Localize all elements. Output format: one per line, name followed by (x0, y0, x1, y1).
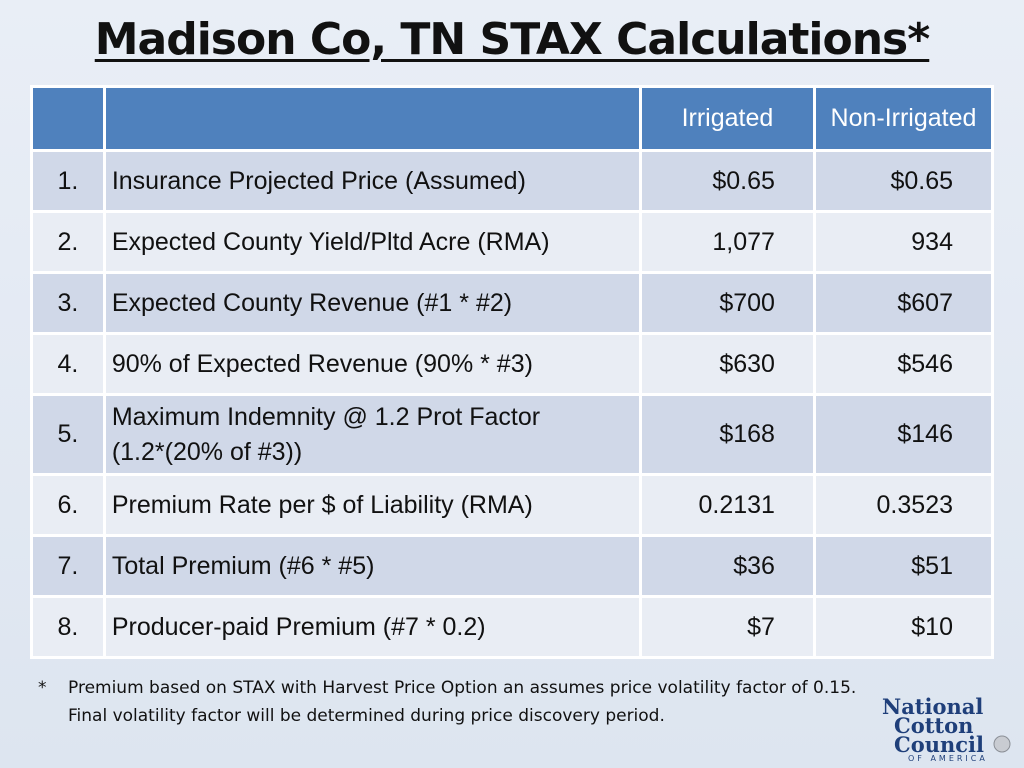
non-irrigated-value: $10 (812, 595, 995, 659)
table-row: 8. Producer-paid Premium (#7 * 0.2) $7 $… (30, 595, 995, 659)
row-description: 90% of Expected Revenue (90% * #3) (102, 332, 642, 396)
irrigated-value: $0.65 (638, 149, 816, 213)
irrigated-value: 0.2131 (638, 473, 816, 537)
header-num (30, 85, 106, 152)
irrigated-value: $700 (638, 271, 816, 335)
table-row: 6. Premium Rate per $ of Liability (RMA)… (30, 473, 995, 537)
table-row: 3. Expected County Revenue (#1 * #2) $70… (30, 271, 995, 335)
table-header-row: Irrigated Non-Irrigated (30, 85, 995, 152)
table-row: 1. Insurance Projected Price (Assumed) $… (30, 149, 995, 213)
row-number: 3. (30, 271, 106, 335)
irrigated-value: $7 (638, 595, 816, 659)
stax-calculations-table: Irrigated Non-Irrigated 1. Insurance Pro… (30, 85, 995, 659)
header-desc (102, 85, 642, 152)
row-number: 5. (30, 393, 106, 476)
row-description: Expected County Revenue (#1 * #2) (102, 271, 642, 335)
irrigated-value: $630 (638, 332, 816, 396)
row-description-line1: Maximum Indemnity @ 1.2 Prot Factor (111, 402, 541, 431)
table-row: 7. Total Premium (#6 * #5) $36 $51 (30, 534, 995, 598)
row-description: Expected County Yield/Pltd Acre (RMA) (102, 210, 642, 274)
national-cotton-council-logo: National Cotton Council OF AMERICA (880, 690, 1015, 763)
row-description: Producer-paid Premium (#7 * 0.2) (102, 595, 642, 659)
table-row: 5. Maximum Indemnity @ 1.2 Prot Factor (… (30, 393, 995, 476)
header-non-irrigated: Non-Irrigated (812, 85, 995, 152)
row-description: Total Premium (#6 * #5) (102, 534, 642, 598)
cotton-boll-icon (993, 735, 1011, 753)
row-number: 8. (30, 595, 106, 659)
non-irrigated-value: 934 (812, 210, 995, 274)
table-row: 2. Expected County Yield/Pltd Acre (RMA)… (30, 210, 995, 274)
logo-line3: Council (894, 732, 984, 757)
irrigated-value: 1,077 (638, 210, 816, 274)
non-irrigated-value: $607 (812, 271, 995, 335)
logo-line4: OF AMERICA (908, 754, 988, 762)
row-number: 6. (30, 473, 106, 537)
row-description: Insurance Projected Price (Assumed) (102, 149, 642, 213)
page-title: Madison Co, TN STAX Calculations* (94, 14, 931, 65)
table-row: 4. 90% of Expected Revenue (90% * #3) $6… (30, 332, 995, 396)
row-description: Maximum Indemnity @ 1.2 Prot Factor (1.2… (102, 393, 642, 476)
row-description: Premium Rate per $ of Liability (RMA) (102, 473, 642, 537)
non-irrigated-value: $146 (812, 393, 995, 476)
row-number: 2. (30, 210, 106, 274)
header-irrigated: Irrigated (638, 85, 816, 152)
non-irrigated-value: 0.3523 (812, 473, 995, 537)
row-description-line2: (1.2*(20% of #3)) (111, 437, 303, 466)
row-number: 7. (30, 534, 106, 598)
footnote-marker: * (38, 678, 47, 698)
footnote: * Premium based on STAX with Harvest Pri… (38, 674, 888, 730)
row-number: 4. (30, 332, 106, 396)
logo-line2: Cotton (894, 713, 973, 738)
logo-line1: National (882, 694, 983, 719)
non-irrigated-value: $0.65 (812, 149, 995, 213)
non-irrigated-value: $546 (812, 332, 995, 396)
logo-graphic: National Cotton Council OF AMERICA (882, 694, 1011, 763)
row-number: 1. (30, 149, 106, 213)
non-irrigated-value: $51 (812, 534, 995, 598)
irrigated-value: $168 (638, 393, 816, 476)
irrigated-value: $36 (638, 534, 816, 598)
footnote-text: Premium based on STAX with Harvest Price… (68, 678, 857, 726)
